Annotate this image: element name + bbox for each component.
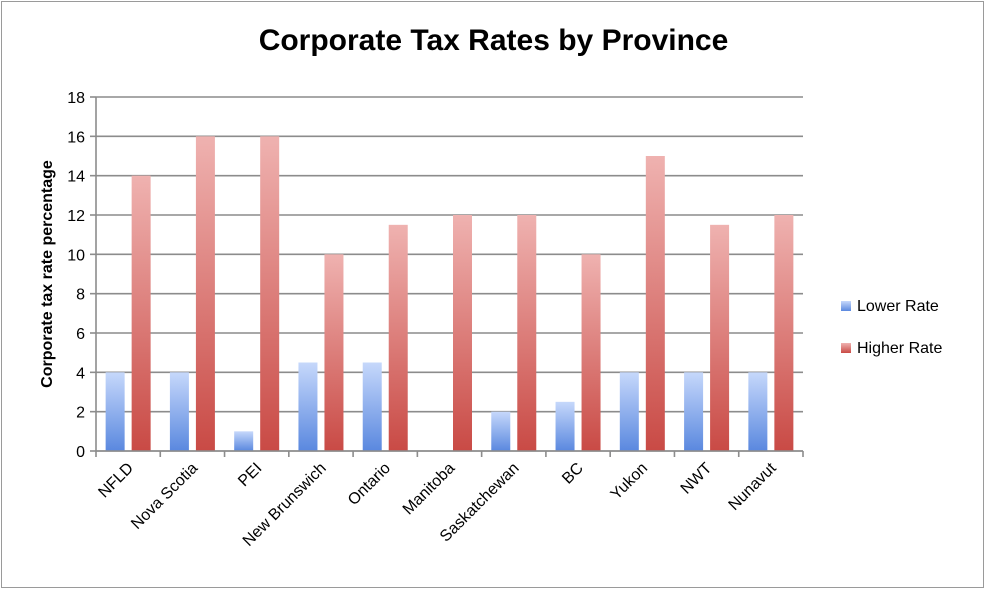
bar-lower-rate <box>619 372 639 451</box>
bar-lower-rate <box>234 431 254 451</box>
bar-higher-rate <box>324 254 344 451</box>
y-tick-label: 2 <box>76 405 85 422</box>
bar-higher-rate <box>453 215 472 451</box>
x-tick-label: Nunavut <box>726 459 781 514</box>
bar-higher-rate <box>260 136 280 452</box>
bar-lower-rate <box>748 372 768 451</box>
x-tick-label: NWT <box>678 460 716 498</box>
y-tick-label: 6 <box>76 326 85 343</box>
bar-higher-rate <box>388 224 408 451</box>
bar-higher-rate <box>710 224 730 451</box>
y-tick-label: 4 <box>76 365 85 382</box>
x-tick-label: Manitoba <box>400 460 459 519</box>
bar-lower-rate <box>684 372 704 451</box>
bar-higher-rate <box>195 136 215 452</box>
bar-lower-rate <box>169 372 189 451</box>
y-tick-label: 14 <box>67 169 85 186</box>
y-tick-label: 16 <box>67 129 85 146</box>
bar-higher-rate <box>645 156 665 451</box>
y-tick-label: 12 <box>67 208 85 225</box>
legend-swatch-lower-rate <box>841 301 851 311</box>
x-tick-label: Yukon <box>608 460 651 503</box>
legend-swatch-higher-rate <box>841 343 851 353</box>
bar-lower-rate <box>555 401 575 451</box>
y-tick-label: 10 <box>67 247 85 264</box>
y-axis-label: Corporate tax rate percentage <box>39 160 56 388</box>
bar-lower-rate <box>298 362 318 451</box>
chart-title: Corporate Tax Rates by Province <box>258 24 729 57</box>
y-tick-label: 18 <box>67 90 85 107</box>
bar-lower-rate <box>491 411 511 451</box>
x-tick-label: PEI <box>235 460 265 490</box>
bar-higher-rate <box>517 215 537 451</box>
x-tick-label: NFLD <box>95 460 137 502</box>
legend-label-higher-rate: Higher Rate <box>857 340 942 357</box>
bar-higher-rate <box>131 175 151 451</box>
legend-label-lower-rate: Lower Rate <box>857 298 939 315</box>
y-tick-label: 8 <box>76 287 85 304</box>
y-tick-label: 0 <box>76 444 85 461</box>
bar-higher-rate <box>774 215 794 451</box>
x-tick-label: BC <box>559 460 587 488</box>
bar-lower-rate <box>105 372 125 451</box>
x-tick-label: Nova Scotia <box>128 460 201 533</box>
bar-lower-rate <box>362 362 382 451</box>
x-tick-label: Ontario <box>345 460 394 509</box>
bar-higher-rate <box>581 254 601 451</box>
